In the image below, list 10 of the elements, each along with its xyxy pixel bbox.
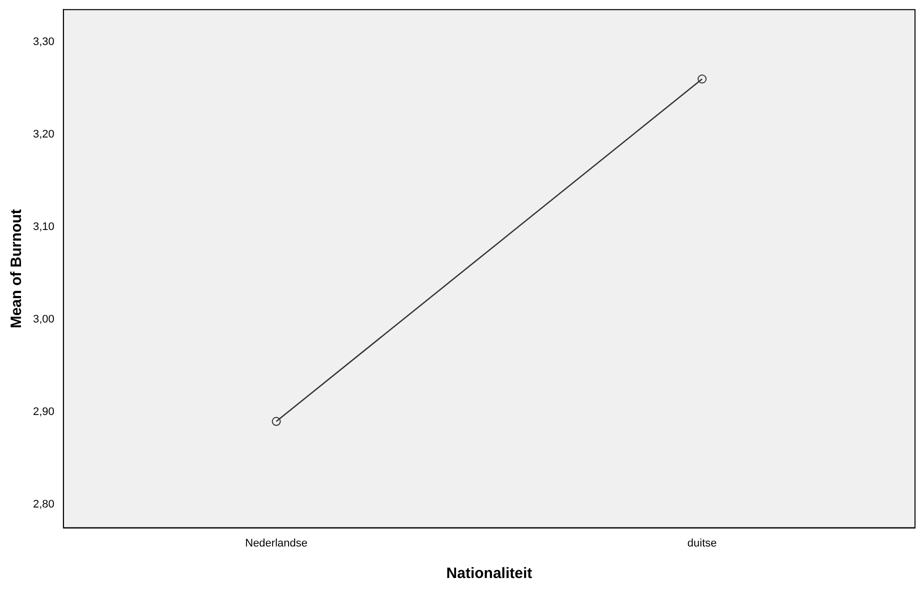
y-axis-title: Mean of Burnout [8, 209, 26, 328]
y-tick-label: 3,10 [32, 221, 54, 234]
y-tick-label: 3,20 [32, 128, 54, 141]
y-tick-label: 3,30 [32, 36, 54, 48]
x-axis-title: Nationaliteit [446, 565, 532, 582]
x-tick-label: Nederlandse [245, 537, 308, 550]
y-tick-label: 2,90 [32, 406, 54, 418]
x-tick-label: duitse [687, 537, 717, 550]
y-tick-label: 3,00 [32, 314, 54, 326]
y-tick-label: 2,80 [32, 498, 54, 511]
